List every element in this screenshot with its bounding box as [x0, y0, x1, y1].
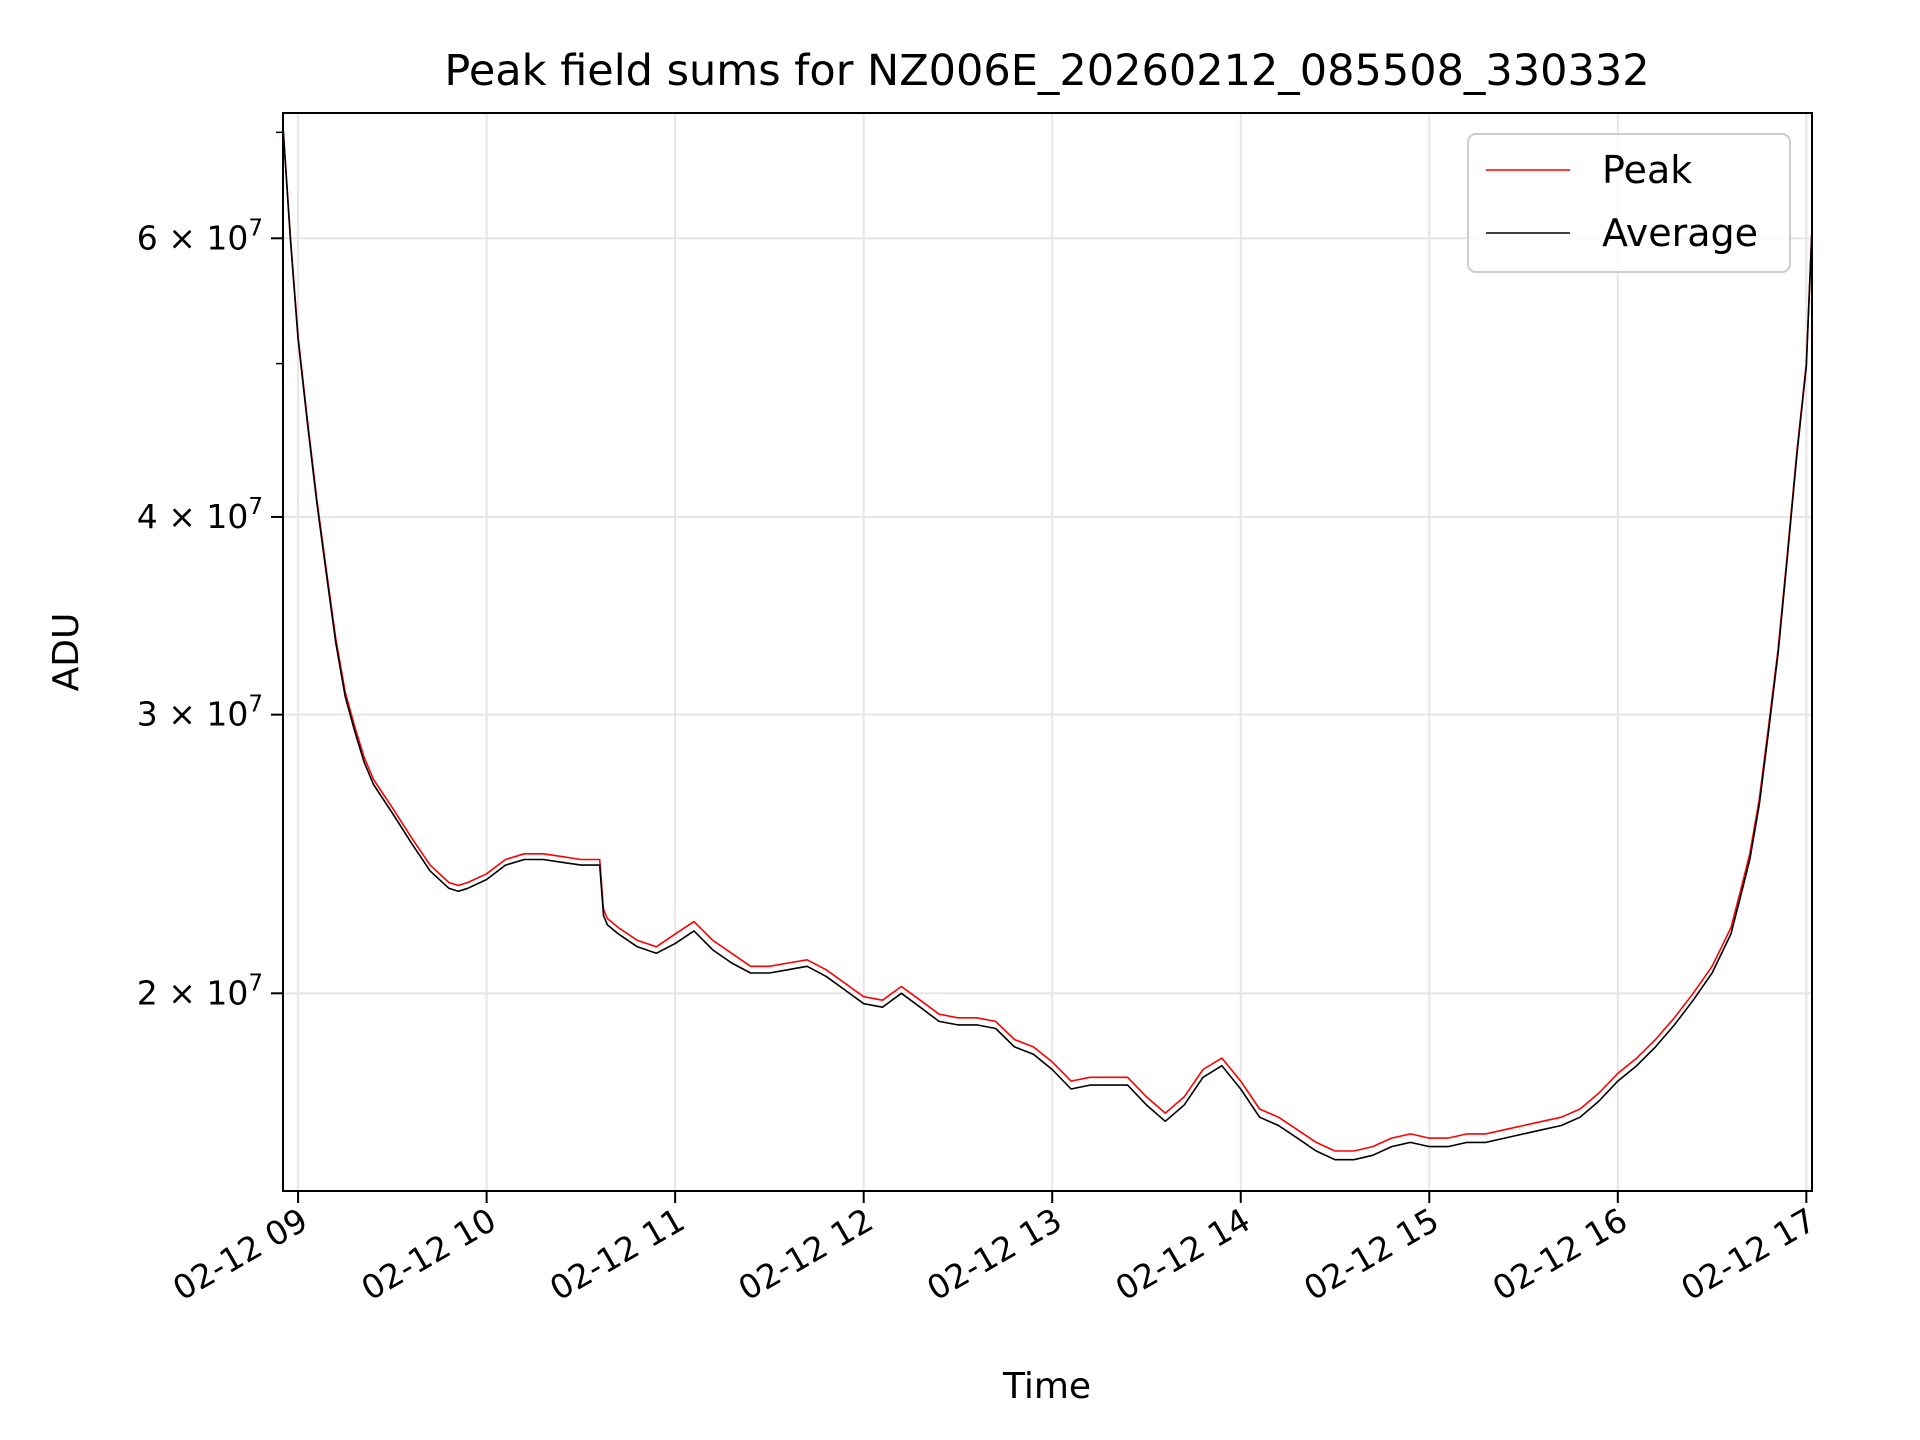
y-tick-label: 2 × 107 [137, 970, 263, 1012]
legend-peak-label: Peak [1602, 148, 1692, 192]
y-tick-label: 6 × 107 [137, 215, 263, 257]
series-layer [282, 126, 1813, 1161]
grid-layer [283, 113, 1812, 1191]
y-tick-label: 3 × 107 [137, 692, 263, 734]
chart-title: Peak field sums for NZ006E_20260212_0855… [444, 46, 1649, 96]
x-axis-label: Time [1002, 1366, 1091, 1407]
legend-box [1467, 133, 1791, 273]
series-line-peak [282, 126, 1813, 1152]
plot-frame [282, 112, 1813, 1192]
y-axis-label: ADU [46, 613, 87, 692]
series-line-average [282, 127, 1813, 1161]
y-tick-label: 4 × 107 [137, 494, 263, 536]
legend-average-label: Average [1602, 211, 1758, 255]
legend: Peak Average [1467, 133, 1791, 273]
